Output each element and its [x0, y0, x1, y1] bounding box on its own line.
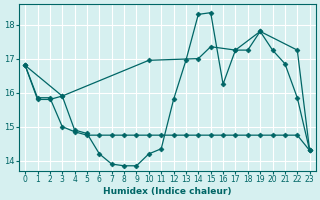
X-axis label: Humidex (Indice chaleur): Humidex (Indice chaleur) — [103, 187, 232, 196]
